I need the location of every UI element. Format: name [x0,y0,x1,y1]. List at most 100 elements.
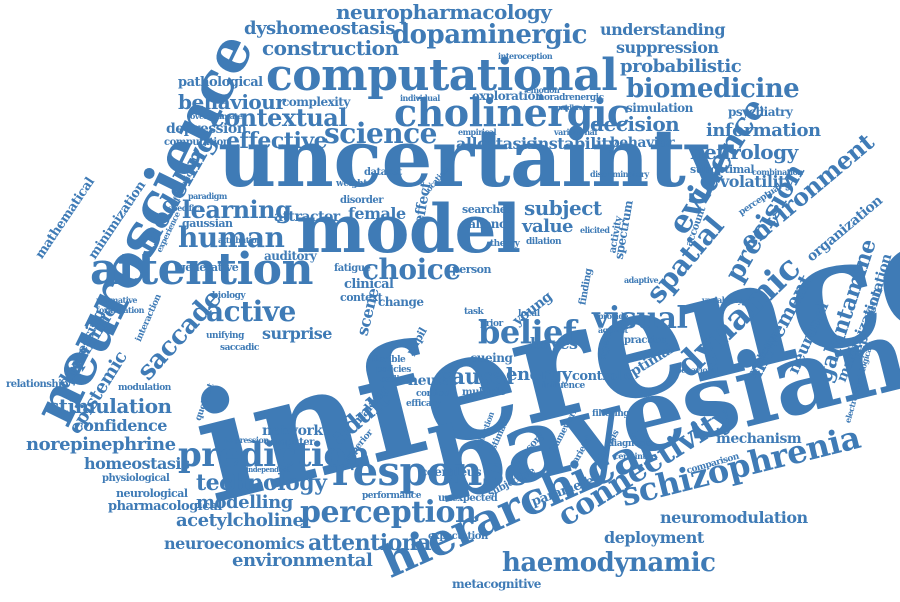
word-pathological: pathological [178,75,263,90]
word-policies: policies [376,365,411,375]
word-provide: provide [598,311,629,321]
word-neuropharmacology: neuropharmacology [336,0,552,24]
word-behaviour: behaviour [178,90,286,114]
word-gaussian: gaussian [182,217,233,230]
word-person: person [452,263,492,276]
word-science: science [324,117,437,150]
word-adaptive: adaptive [624,275,659,285]
word-unexpected: unexpected [438,493,498,504]
word-neuroeconomics: neuroeconomics [164,534,305,553]
word-individual: individual [400,93,440,103]
word-confidence: confidence [74,416,167,435]
word-modelling: modelling [196,492,293,513]
word-suppression: suppression [616,38,719,57]
word-visual: visual [592,301,688,336]
word-coeruleus: coeruleus [420,465,482,479]
word-normative: normative [96,295,138,305]
word-cortical: cortical [416,389,451,399]
word-human: human [178,221,285,254]
word-auditory: auditory [264,249,317,263]
word-neurology: neurology [690,140,798,164]
word-dopaminergic: dopaminergic [392,20,587,50]
word-generative: generative [178,261,239,274]
word-interoception: interoception [498,51,553,61]
word-combination: combination [752,167,803,177]
word-depression: depression [166,121,247,137]
word-specific: specific [168,203,199,213]
word-attentional: attentional [308,530,439,556]
word-impression: impression [224,435,269,445]
word-theory: theory [490,239,520,249]
word-simulation: simulation [626,101,693,115]
word-behavior: behavior [610,135,675,151]
word-unifying: unifying [206,331,244,341]
word-active: active [206,295,296,328]
word-exploration: exploration [472,89,544,103]
word-attractor: attractor [274,209,340,225]
word-surprise: surprise [262,324,332,343]
word-effective: effective [226,128,328,154]
word-decision: decision [590,112,680,136]
word-volatility: volatility [720,172,794,191]
word-allostasis: allostasis [456,134,536,153]
word-control: control [572,369,622,384]
word-neurological: neurological [116,487,188,500]
word-variability: variability [702,295,742,305]
word-model: model [296,190,521,268]
word-certainty: certainty [614,451,650,461]
word-paradigm: paradigm [188,191,227,201]
word-computation: computation [164,137,230,148]
word-diagnosis: diagnosis [608,439,652,449]
word-dyshomeostasis: dyshomeostasis [244,18,396,39]
word-pharmacological: pharmacological [108,499,223,514]
word-clinical: clinical [344,277,394,292]
word-homeostasis: homeostasis [84,454,190,473]
word-information: information [706,120,821,141]
word-bayes: bayes [530,334,578,353]
word-dilation: dilation [526,237,562,247]
word-environmental: environmental [232,550,373,571]
word-discriminatory: midbrain [558,103,590,112]
word-behavioral: behavioral [676,365,719,375]
word-haemodynamic: haemodynamic [502,548,716,578]
word-fatigue: fatigue [334,263,371,274]
word-practice: practice [624,335,666,346]
word-expectation: expectation [428,531,488,542]
word-learning: learning [182,195,292,224]
word-efficacy: efficacy [406,399,441,409]
word-independent: independent [246,465,290,474]
word-relationship: relationship [6,379,68,390]
word-suboptimal: suboptimal [690,163,755,176]
word-instability: instability [532,134,618,153]
word-network: network [262,423,323,439]
word-value: value [522,216,574,237]
word-weight: weight [336,179,367,189]
word-psychiatry: psychiatry [728,105,793,119]
word-neuromodulation: neuromodulation [660,508,808,527]
word-performance: performance [362,491,421,501]
word-saccadic: saccadic [220,343,259,353]
word-formulation: formulation [96,305,144,315]
word-agonist: agonist [598,325,628,335]
word-activity: elicited [580,225,610,235]
word-local: local [518,309,540,319]
word-female: female [348,204,406,223]
word-flexible: flexible [372,355,406,365]
word-biomedicine: biomedicine [626,74,800,104]
word-technology: technology [196,470,327,496]
word-dataset: dataset [364,167,402,178]
word-modulation: modulation [118,383,171,393]
word-prediction: prediction [178,435,370,475]
word-norepinephrine: norepinephrine [26,434,176,455]
word-computer: computer [264,437,314,448]
word-belief: belief [478,313,577,351]
word-change: change [378,295,424,309]
word-biology: biology [212,291,246,301]
word-stimulation: stimulation [48,394,172,418]
word-attribution: attribution [218,235,262,245]
word-noradrenergic: emotion [526,85,560,95]
word-energy: energy [506,364,572,385]
word-midbrain: variational [554,127,597,137]
word-influence: influence [542,381,585,391]
